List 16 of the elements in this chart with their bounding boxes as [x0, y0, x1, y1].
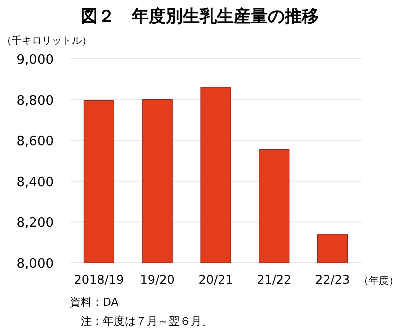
x-tick-label: 22/23: [316, 273, 350, 287]
y-tick-label: 8,200: [16, 216, 54, 232]
y-axis-title: （千キロリットル）: [2, 35, 92, 47]
x-axis-title: （年度）: [359, 275, 399, 287]
y-tick-label: 9,000: [16, 53, 54, 68]
y-tick-label: 8,000: [16, 257, 54, 272]
x-tick-label: 19/20: [140, 273, 175, 287]
y-tick-label: 8,400: [16, 175, 54, 190]
text: 注：年度は７月～翌６月。: [70, 315, 213, 328]
x-tick-label: 21/22: [257, 273, 292, 287]
y-tick-label: 8,600: [16, 134, 54, 150]
x-tick-label: 20/21: [198, 273, 234, 287]
text: 資料：DA: [70, 296, 120, 309]
chart-title: 図２ 年度別生乳生産量の推移: [81, 7, 319, 27]
y-tick-label: 8,800: [16, 94, 54, 109]
x-tick-label: 2018/19: [74, 273, 124, 287]
